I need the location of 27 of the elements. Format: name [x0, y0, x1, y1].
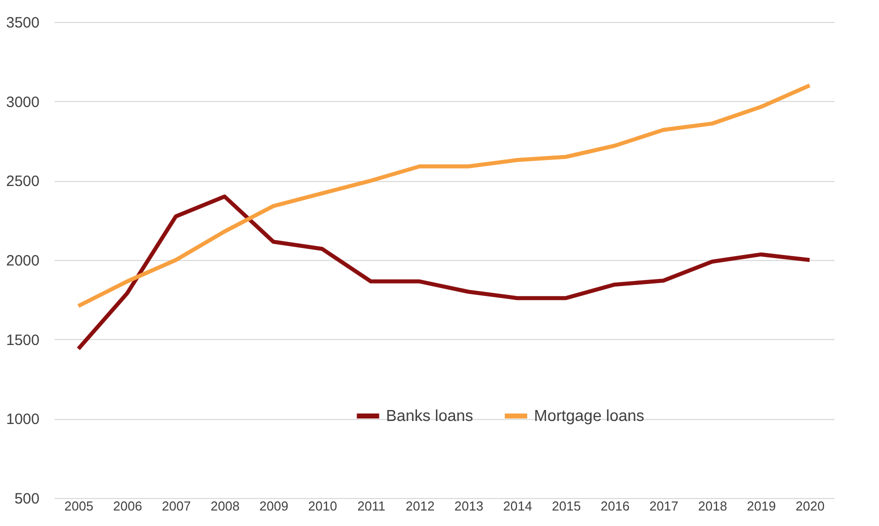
x-tick-label: 2016: [600, 498, 630, 514]
y-tick-label: 1000: [6, 411, 40, 428]
x-tick-label: 2014: [503, 498, 532, 514]
x-tick-label: 2013: [454, 498, 484, 514]
y-tick-label: 500: [14, 490, 40, 508]
line-series: [76, 83, 812, 308]
x-tick-label: 2008: [210, 498, 240, 514]
y-tick-label: 2000: [6, 252, 40, 270]
x-tick-label: 2010: [308, 498, 338, 514]
x-tick-label: 2015: [552, 498, 581, 514]
x-tick-label: 2007: [162, 498, 191, 514]
x-tick-label: 2020: [796, 498, 825, 514]
x-tick-label: 2011: [357, 498, 386, 514]
x-tick-label: 2019: [746, 498, 776, 514]
legend-label: Mortgage loans: [534, 408, 644, 425]
y-tick-label: 3500: [6, 14, 40, 32]
x-tick-label: 2012: [406, 498, 435, 514]
x-tick-label: 2006: [113, 498, 142, 514]
y-tick-label: 3000: [6, 94, 40, 111]
x-tick-label: 2009: [259, 498, 288, 514]
y-tick-label: 1500: [6, 332, 40, 349]
legend-label: Banks loans: [386, 408, 474, 425]
x-tick-label: 2005: [64, 498, 94, 514]
x-tick-label: 2018: [698, 498, 728, 514]
x-tick-label: 2017: [649, 498, 678, 514]
y-tick-label: 2500: [6, 173, 40, 190]
line-series: [76, 194, 812, 351]
